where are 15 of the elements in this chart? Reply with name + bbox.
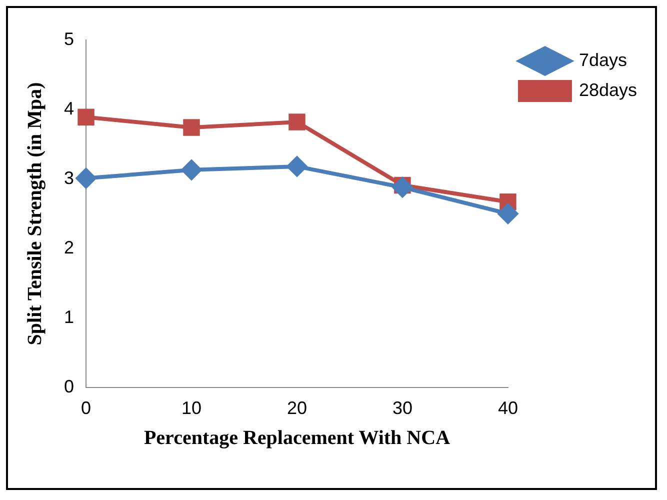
y-tick-label: 0 <box>64 376 74 396</box>
legend-label: 7days <box>578 50 628 70</box>
legend-label: 28days <box>578 80 638 100</box>
y-tick-label: 1 <box>64 306 74 327</box>
x-tick-label: 0 <box>81 398 92 418</box>
y-axis-title: Split Tensile Strength (in Mpa) <box>24 82 46 346</box>
y-tick-label: 4 <box>64 98 74 118</box>
x-axis-title: Percentage Replacement With NCA <box>144 427 451 450</box>
y-tick-label: 2 <box>64 237 74 258</box>
x-tick-label: 20 <box>286 398 307 418</box>
y-tick-label: 5 <box>64 28 74 49</box>
x-tick-label: 10 <box>181 398 202 418</box>
y-tick-label: 3 <box>64 168 74 188</box>
x-tick-label: 40 <box>498 398 518 418</box>
x-tick-label: 30 <box>392 398 412 418</box>
